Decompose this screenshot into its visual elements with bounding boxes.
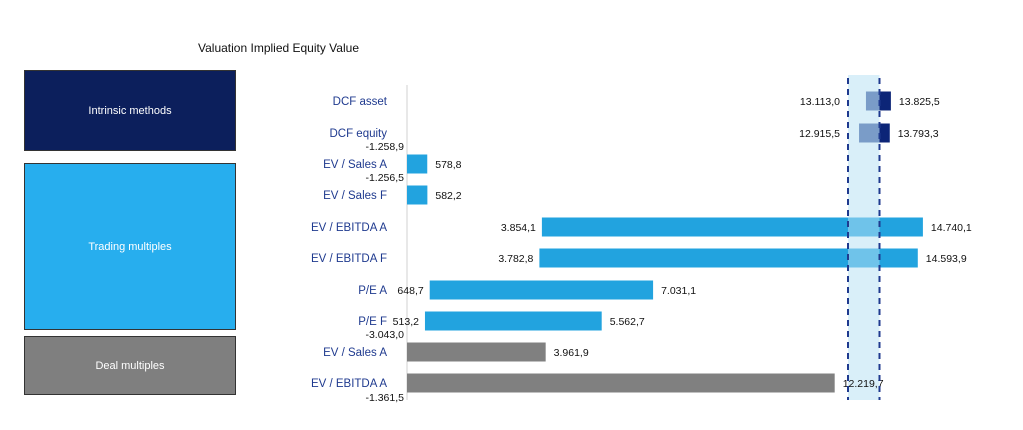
category-label: DCF asset <box>333 96 388 108</box>
low-value-label: 12.915,5 <box>799 128 840 140</box>
category-label: EV / EBITDA A <box>311 222 387 234</box>
high-value-label: 13.825,5 <box>899 96 940 108</box>
range-bar <box>429 280 654 300</box>
group-label: Deal multiples <box>95 359 165 372</box>
high-value-label: 7.031,1 <box>661 285 696 297</box>
range-bar <box>541 217 923 237</box>
high-value-label: 14.593,9 <box>926 253 967 265</box>
high-value-label: 582,2 <box>435 190 461 202</box>
range-bar <box>539 248 918 268</box>
category-label: P/E A <box>358 285 387 297</box>
range-bar <box>424 311 602 331</box>
group-label: Trading multiples <box>88 240 172 253</box>
category-label: EV / Sales A <box>323 347 387 359</box>
range-bar <box>407 342 546 362</box>
low-value-label: -1.256,5 <box>365 172 404 184</box>
range-bar <box>407 373 835 393</box>
category-label: EV / Sales F <box>323 190 387 202</box>
range-bar-low <box>865 91 880 111</box>
range-bar <box>407 154 428 174</box>
high-value-label: 13.793,3 <box>898 128 939 140</box>
category-label: DCF equity <box>329 128 387 140</box>
band-overlap <box>848 248 880 268</box>
chart-title: Valuation Implied Equity Value <box>198 41 359 55</box>
range-bar-high <box>879 91 891 111</box>
category-label: EV / EBITDA A <box>311 378 387 390</box>
high-value-label: 3.961,9 <box>554 347 589 359</box>
low-value-label: 648,7 <box>397 285 423 297</box>
category-label: EV / Sales A <box>323 159 387 171</box>
high-value-label: 578,8 <box>435 159 461 171</box>
band-overlap <box>848 217 880 237</box>
low-value-label: 3.854,1 <box>501 222 536 234</box>
low-value-label: 13.113,0 <box>800 96 840 108</box>
range-bar-low <box>859 123 880 143</box>
high-value-label: 14.740,1 <box>931 222 972 234</box>
low-value-label: -1.361,5 <box>365 392 404 404</box>
category-label: EV / EBITDA F <box>311 253 387 265</box>
range-bar <box>407 185 428 205</box>
category-label: P/E F <box>358 316 387 328</box>
low-value-label: 513,2 <box>393 316 419 328</box>
group-trading-multiples: Trading multiples <box>24 163 236 330</box>
group-label: Intrinsic methods <box>88 104 172 117</box>
low-value-label: -1.258,9 <box>365 141 404 153</box>
range-bar-high <box>879 123 890 143</box>
group-intrinsic-methods: Intrinsic methods <box>24 70 236 151</box>
high-value-label: 12.219,7 <box>843 378 884 390</box>
group-deal-multiples: Deal multiples <box>24 336 236 395</box>
low-value-label: -3.043,0 <box>365 329 404 341</box>
low-value-label: 3.782,8 <box>498 253 533 265</box>
high-value-label: 5.562,7 <box>610 316 645 328</box>
